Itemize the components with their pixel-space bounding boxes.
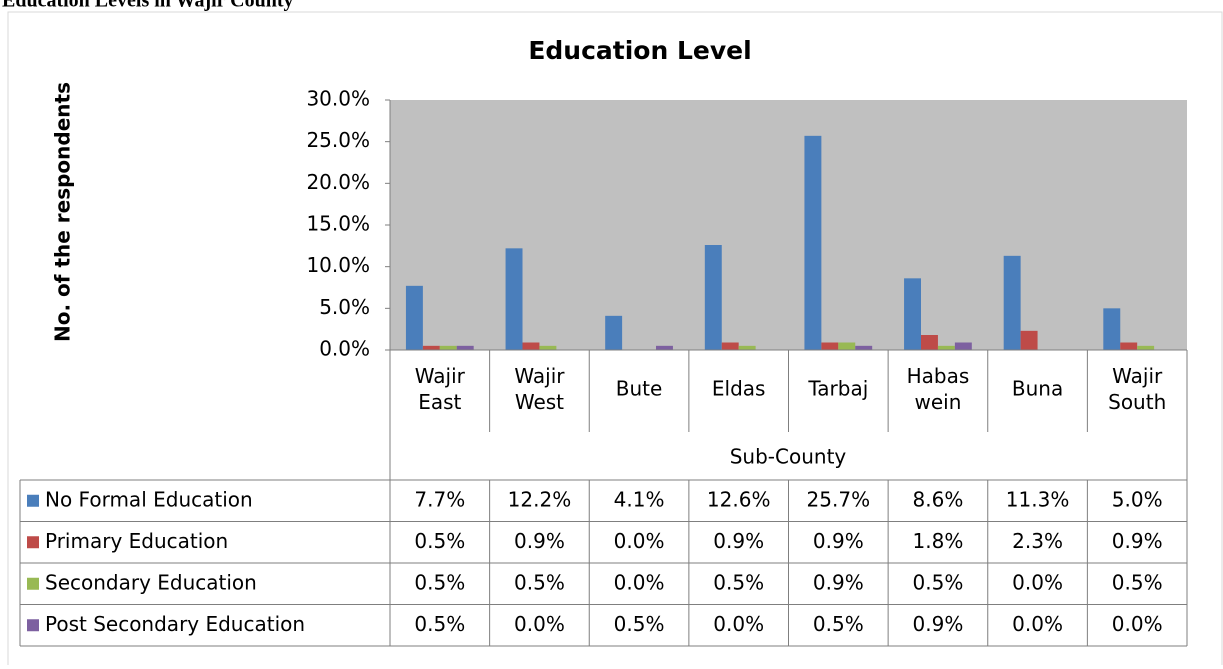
table-cell: 0.0% xyxy=(514,612,565,636)
legend-swatch xyxy=(27,494,39,507)
bar xyxy=(954,342,972,350)
x-tick-label: Habas wein xyxy=(907,364,970,414)
table-cell: 25.7% xyxy=(807,487,871,511)
table-cell: 0.5% xyxy=(713,570,764,594)
x-tick-label-line: West xyxy=(515,390,564,414)
legend-swatch xyxy=(27,577,39,590)
bar xyxy=(1137,345,1155,350)
bar xyxy=(1020,330,1038,350)
bar xyxy=(1103,308,1121,350)
legend-swatch xyxy=(27,536,39,549)
table-cell: 0.5% xyxy=(414,570,465,594)
table-cell: 0.0% xyxy=(1012,612,1063,636)
bar xyxy=(539,345,557,350)
table-cell: 7.7% xyxy=(414,487,465,511)
y-tick-label: 15.0% xyxy=(306,212,370,236)
bar xyxy=(1120,342,1138,350)
y-tick-label: 0.0% xyxy=(319,337,370,361)
bar xyxy=(605,315,623,350)
table-cell: 0.5% xyxy=(614,612,665,636)
bar xyxy=(904,278,922,350)
bar xyxy=(439,345,457,350)
table-cell: 0.5% xyxy=(1112,570,1163,594)
bar xyxy=(704,245,722,350)
table-cell: 1.8% xyxy=(913,529,964,553)
table-cell: 4.1% xyxy=(614,487,665,511)
chart-title: Education Level xyxy=(528,36,751,65)
table-cell: 12.2% xyxy=(508,487,572,511)
bar xyxy=(505,248,523,350)
page-heading: Education Levels in Wajir County xyxy=(2,0,294,12)
x-tick-label-line: South xyxy=(1108,390,1166,414)
bar xyxy=(738,345,756,350)
table-cell: 0.9% xyxy=(813,570,864,594)
table-cell: 0.5% xyxy=(813,612,864,636)
table-cell: 0.9% xyxy=(913,612,964,636)
x-tick-label: Eldas xyxy=(712,377,766,401)
bar xyxy=(721,342,739,350)
x-tick-label-line: wein xyxy=(914,390,961,414)
bar xyxy=(422,345,440,350)
x-axis-label: Sub-County xyxy=(730,445,847,469)
x-tick-label-line: Habas xyxy=(907,364,970,388)
bar xyxy=(522,342,540,350)
legend-label: No Formal Education xyxy=(45,487,253,511)
table-cell: 11.3% xyxy=(1006,487,1070,511)
bar xyxy=(405,285,423,350)
table-cell: 0.9% xyxy=(1112,529,1163,553)
x-tick-label: Buna xyxy=(1012,377,1063,401)
table-cell: 0.9% xyxy=(713,529,764,553)
table-cell: 0.0% xyxy=(713,612,764,636)
legend-label: Secondary Education xyxy=(45,570,257,594)
y-axis-label: No. of the respondents xyxy=(51,82,75,342)
table-cell: 12.6% xyxy=(707,487,771,511)
x-tick-label: Wajir West xyxy=(514,364,565,414)
x-tick-label: Wajir East xyxy=(415,364,466,414)
table-cell: 2.3% xyxy=(1012,529,1063,553)
bar xyxy=(456,345,474,350)
bar xyxy=(838,342,856,350)
table-cell: 0.5% xyxy=(414,612,465,636)
bar xyxy=(921,335,938,350)
bar xyxy=(937,345,955,350)
table-cell: 0.0% xyxy=(614,570,665,594)
table-cell: 0.0% xyxy=(1112,612,1163,636)
table-cell: 0.0% xyxy=(1012,570,1063,594)
table-cell: 0.9% xyxy=(813,529,864,553)
x-tick-label: Tarbaj xyxy=(807,377,868,401)
table-cell: 8.6% xyxy=(913,487,964,511)
bar xyxy=(855,345,873,350)
x-tick-label-line: East xyxy=(418,390,461,414)
bar xyxy=(655,345,673,350)
legend-label: Primary Education xyxy=(45,529,228,553)
x-tick-label-line: Wajir xyxy=(514,364,565,388)
table-cell: 0.5% xyxy=(913,570,964,594)
plot-area xyxy=(390,100,1187,350)
x-tick-label-line: Wajir xyxy=(415,364,466,388)
bar xyxy=(1003,255,1021,350)
table-cell: 0.5% xyxy=(414,529,465,553)
bar xyxy=(804,135,822,350)
table-cell: 0.9% xyxy=(514,529,565,553)
y-tick-label: 20.0% xyxy=(306,170,370,194)
x-tick-label-line: Wajir xyxy=(1112,364,1163,388)
legend-swatch xyxy=(27,619,39,632)
y-tick-label: 5.0% xyxy=(319,295,370,319)
y-tick-label: 30.0% xyxy=(306,87,370,111)
x-tick-label: Wajir South xyxy=(1108,364,1166,414)
table-cell: 0.0% xyxy=(614,529,665,553)
legend-label: Post Secondary Education xyxy=(45,612,305,636)
x-tick-label: Bute xyxy=(616,377,663,401)
table-cell: 5.0% xyxy=(1112,487,1163,511)
y-tick-label: 25.0% xyxy=(306,128,370,152)
table-cell: 0.5% xyxy=(514,570,565,594)
y-tick-label: 10.0% xyxy=(306,253,370,277)
bar xyxy=(821,342,839,350)
